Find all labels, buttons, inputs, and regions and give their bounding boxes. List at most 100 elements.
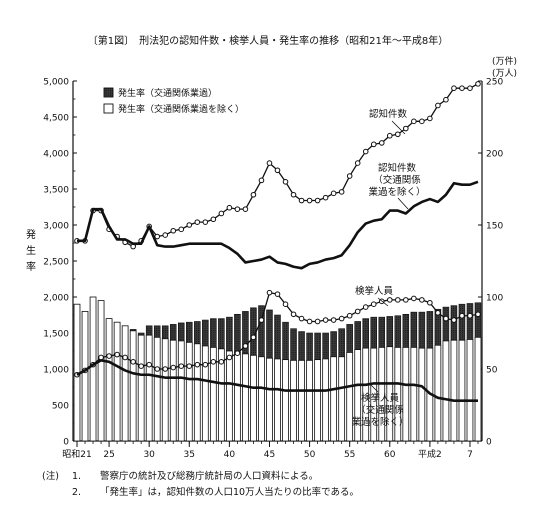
recognized-point — [194, 219, 201, 225]
arrested-point — [162, 366, 169, 372]
arrested-point — [266, 289, 273, 296]
arrested-point — [394, 297, 401, 303]
x-tick-label: 60 — [384, 450, 396, 460]
bar-non-traffic-segment — [466, 339, 474, 442]
left-tick-label: 0 — [63, 438, 69, 448]
bar-traffic-segment — [346, 324, 353, 353]
annotation-recognized-excl: 認知件数 — [378, 162, 417, 174]
x-tick-label: 35 — [184, 450, 195, 460]
recognized-point — [394, 131, 401, 138]
bar-traffic-segment — [394, 315, 402, 348]
arrested-point — [290, 311, 297, 318]
bar-non-traffic-segment — [266, 357, 273, 442]
right-tick-label: 250 — [486, 78, 503, 88]
left-tick-label: 3,500 — [43, 186, 69, 196]
arrested-point — [370, 301, 377, 308]
bar-non-traffic-segment — [386, 346, 394, 442]
arrested-point — [202, 361, 209, 368]
bar-traffic-segment — [210, 318, 217, 348]
axes: 05001,0001,5002,0002,5003,0003,5004,0004… — [26, 55, 517, 460]
recognized-point — [258, 177, 265, 184]
arrested-point — [154, 366, 161, 372]
bar-traffic-segment — [194, 321, 201, 345]
recognized-point — [250, 191, 257, 198]
recognized-point — [178, 226, 185, 233]
right-axis-unit: (万人) — [492, 68, 517, 79]
left-tick-label: 2,000 — [43, 294, 69, 304]
arrested-point — [170, 364, 177, 371]
arrested-point — [250, 334, 257, 341]
bar-non-traffic-segment — [185, 341, 193, 442]
recognized-point — [435, 102, 441, 109]
arrested-point — [178, 363, 185, 369]
right-axis-unit: (万件) — [492, 55, 517, 67]
arrested-point — [146, 361, 152, 368]
bar-traffic-segment — [338, 328, 345, 358]
bar-non-traffic-segment — [145, 334, 153, 442]
note-1: (注) 1. 警察庁の統計及び総務庁統計局の人口資料による。 — [42, 470, 318, 484]
bar-traffic-segment — [274, 314, 281, 360]
arrested-point — [226, 354, 233, 361]
recognized-point — [210, 216, 217, 223]
arrested-point — [386, 297, 393, 303]
bar-non-traffic-segment — [113, 321, 121, 442]
arrested-point — [106, 353, 112, 359]
bar-non-traffic-segment — [226, 350, 233, 442]
bar-non-traffic-segment — [153, 336, 161, 442]
x-tick-label: 昭和21 — [62, 449, 91, 460]
annotation-recognized: 認知件数 — [369, 108, 408, 120]
recognized-point — [378, 140, 385, 146]
annotation-arrested-excl: （交通関係 — [356, 404, 404, 416]
recognized-point — [298, 197, 305, 204]
bar-non-traffic-segment — [474, 336, 482, 442]
bar-traffic-segment — [234, 313, 241, 353]
bar-traffic-segment — [145, 325, 153, 336]
chart-title: 〔第1図〕 刑法犯の認知件数・検挙人員・発生率の推移（昭和21年〜平成8年） — [88, 34, 448, 47]
recognized-point — [443, 96, 449, 103]
x-tick-label: 30 — [143, 450, 155, 460]
x-tick-label: 25 — [103, 450, 114, 460]
left-axis-label: 生 — [26, 244, 36, 257]
bar-traffic-segment — [466, 303, 474, 340]
arrested-point — [427, 299, 433, 306]
bar-traffic-segment — [410, 311, 418, 348]
arrested-point — [330, 317, 337, 323]
bar-non-traffic-segment — [201, 345, 209, 442]
bar-traffic-segment — [362, 318, 369, 349]
bar-traffic-segment — [370, 316, 378, 349]
x-tick-label: 50 — [304, 450, 316, 460]
bar-traffic-segment — [266, 309, 273, 359]
bar-non-traffic-segment — [322, 358, 329, 442]
bar-traffic-segment — [426, 311, 434, 349]
annotation-leader — [377, 297, 389, 307]
arrested-point — [435, 310, 441, 316]
recognized-point — [419, 118, 425, 125]
bar-traffic-segment — [354, 321, 361, 350]
left-tick-label: 1,000 — [43, 366, 69, 376]
recognized-point — [403, 125, 409, 132]
recognized-point — [475, 81, 481, 87]
bar-non-traffic-segment — [346, 352, 354, 442]
bar-non-traffic-segment — [129, 330, 137, 442]
bar-non-traffic-segment — [234, 352, 241, 442]
bar-non-traffic-segment — [378, 346, 386, 442]
arrested-point — [419, 297, 425, 303]
arrested-point — [186, 363, 193, 369]
arrested-point — [451, 317, 457, 323]
bar-non-traffic-segment — [242, 353, 249, 442]
bar-non-traffic-segment — [330, 356, 338, 442]
legend-label: 発生率（交通関係業過を除く） — [118, 103, 244, 115]
legend-swatch — [103, 103, 114, 114]
bar-non-traffic-segment — [306, 359, 313, 442]
note-text: 警察庁の統計及び総務庁統計局の人口資料による。 — [100, 471, 319, 482]
arrested-point — [306, 318, 313, 325]
recognized-point — [362, 148, 369, 155]
x-tick-label: 7 — [467, 450, 473, 460]
x-tick-label: 55 — [344, 450, 355, 460]
left-tick-label: 4,000 — [43, 150, 69, 160]
annotation-leader — [397, 197, 409, 210]
bar-traffic-segment — [418, 311, 426, 349]
bar-non-traffic-segment — [209, 346, 217, 442]
right-tick-label: 150 — [486, 222, 503, 232]
bar-non-traffic-segment — [362, 347, 370, 442]
